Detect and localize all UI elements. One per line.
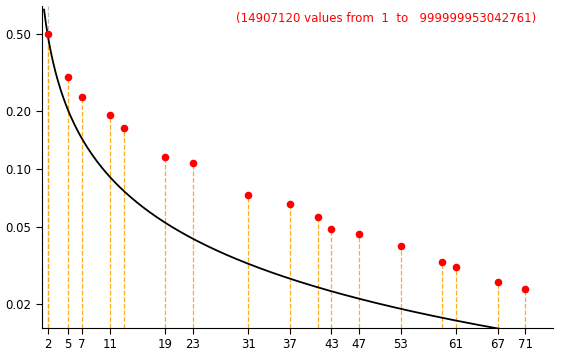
Point — [285, 201, 295, 207]
Point — [78, 94, 87, 100]
Point — [161, 154, 170, 160]
Point — [451, 264, 461, 270]
Point — [244, 192, 253, 198]
Point — [521, 286, 530, 291]
Point — [437, 259, 447, 265]
Point — [396, 243, 405, 248]
Point — [313, 215, 322, 220]
Point — [354, 231, 364, 237]
Text: (14907120 values from  1  to   999999953042761): (14907120 values from 1 to 9999999530427… — [236, 12, 536, 25]
Point — [188, 160, 198, 166]
Point — [119, 125, 128, 131]
Point — [327, 226, 336, 232]
Point — [43, 31, 52, 37]
Point — [64, 74, 73, 80]
Point — [105, 112, 114, 117]
Point — [493, 279, 502, 285]
